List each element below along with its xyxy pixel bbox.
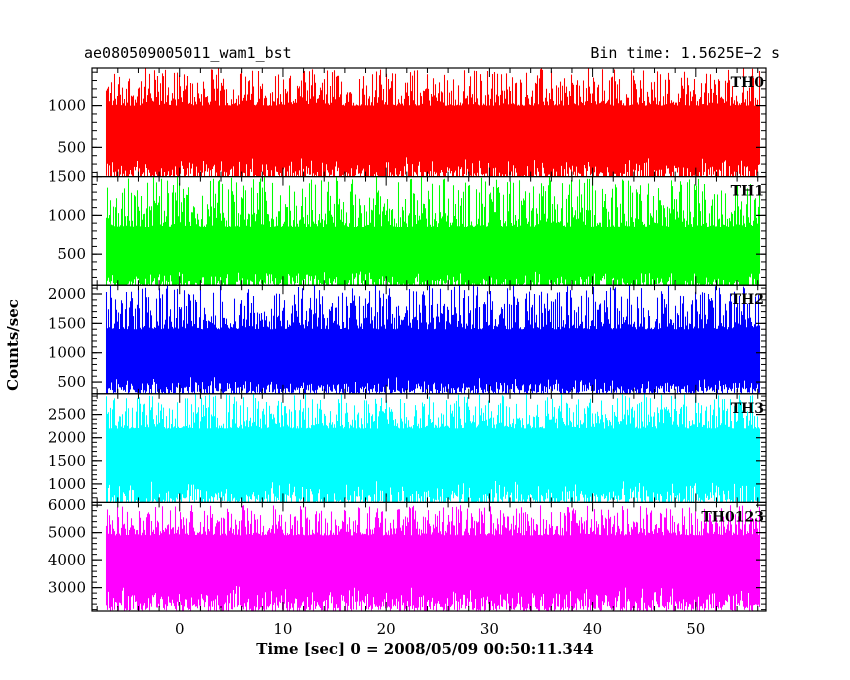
x-axis-title: Time [sec] 0 = 2008/05/09 00:50:11.344 [256, 640, 593, 658]
x-tick-label: 10 [273, 620, 292, 638]
panel-label-th0123: TH0123 [701, 509, 764, 525]
x-tick-label: 0 [175, 620, 185, 638]
y-axis-title: Counts/sec [4, 299, 22, 391]
trace-th2 [105, 285, 761, 394]
panels-group: 500 1000 TH0 500 1000 1500 TH1 500 1000 1500 2000 T… [48, 67, 767, 612]
y-tick-label: 1500 [48, 168, 86, 186]
y-tick-label: 1000 [48, 97, 86, 115]
x-tick-label: 40 [583, 620, 602, 638]
panel-th3: 1000 1500 2000 2500 TH3 [48, 393, 767, 503]
chart-title: ae080509005011_wam1_bst [84, 44, 292, 62]
y-tick-label: 3000 [48, 579, 86, 597]
y-tick-label: 1500 [48, 452, 86, 470]
y-tick-label: 6000 [48, 496, 86, 514]
x-tick-label: 30 [480, 620, 499, 638]
trace-th0 [105, 68, 761, 177]
y-tick-label: 1000 [48, 206, 86, 224]
trace-th0123 [105, 505, 761, 611]
panel-th0123: 3000 4000 5000 6000 TH0123 [48, 496, 767, 612]
panel-th2: 500 1000 1500 2000 TH2 [48, 284, 767, 395]
y-tick-label: 1500 [48, 314, 86, 332]
y-tick-label: 1000 [48, 344, 86, 362]
y-tick-label: 500 [57, 138, 86, 156]
trace-th1 [105, 176, 761, 286]
panel-th0: 500 1000 TH0 [48, 67, 767, 178]
y-tick-label: 1000 [48, 475, 86, 493]
y-tick-label: 4000 [48, 551, 86, 569]
panel-label-th1: TH1 [731, 184, 764, 200]
bin-time-label: Bin time: 1.5625E−2 s [590, 44, 780, 62]
y-tick-label: 2000 [48, 285, 86, 303]
panel-label-th2: TH2 [731, 292, 764, 308]
panel-label-th0: TH0 [731, 75, 765, 91]
panel-frame [91, 501, 767, 612]
y-tick-label: 2500 [48, 406, 86, 424]
x-tick-label: 50 [686, 620, 705, 638]
y-tick-label: 500 [57, 373, 86, 391]
x-axis: 0 10 20 30 40 50 [175, 620, 705, 638]
x-tick-label: 20 [377, 620, 396, 638]
y-tick-label: 500 [57, 245, 86, 263]
panel-label-th3: TH3 [731, 401, 764, 417]
y-tick-label: 5000 [48, 524, 86, 542]
y-tick-label: 2000 [48, 429, 86, 447]
panel-th1: 500 1000 1500 TH1 [48, 168, 767, 286]
trace-th3 [105, 393, 761, 503]
